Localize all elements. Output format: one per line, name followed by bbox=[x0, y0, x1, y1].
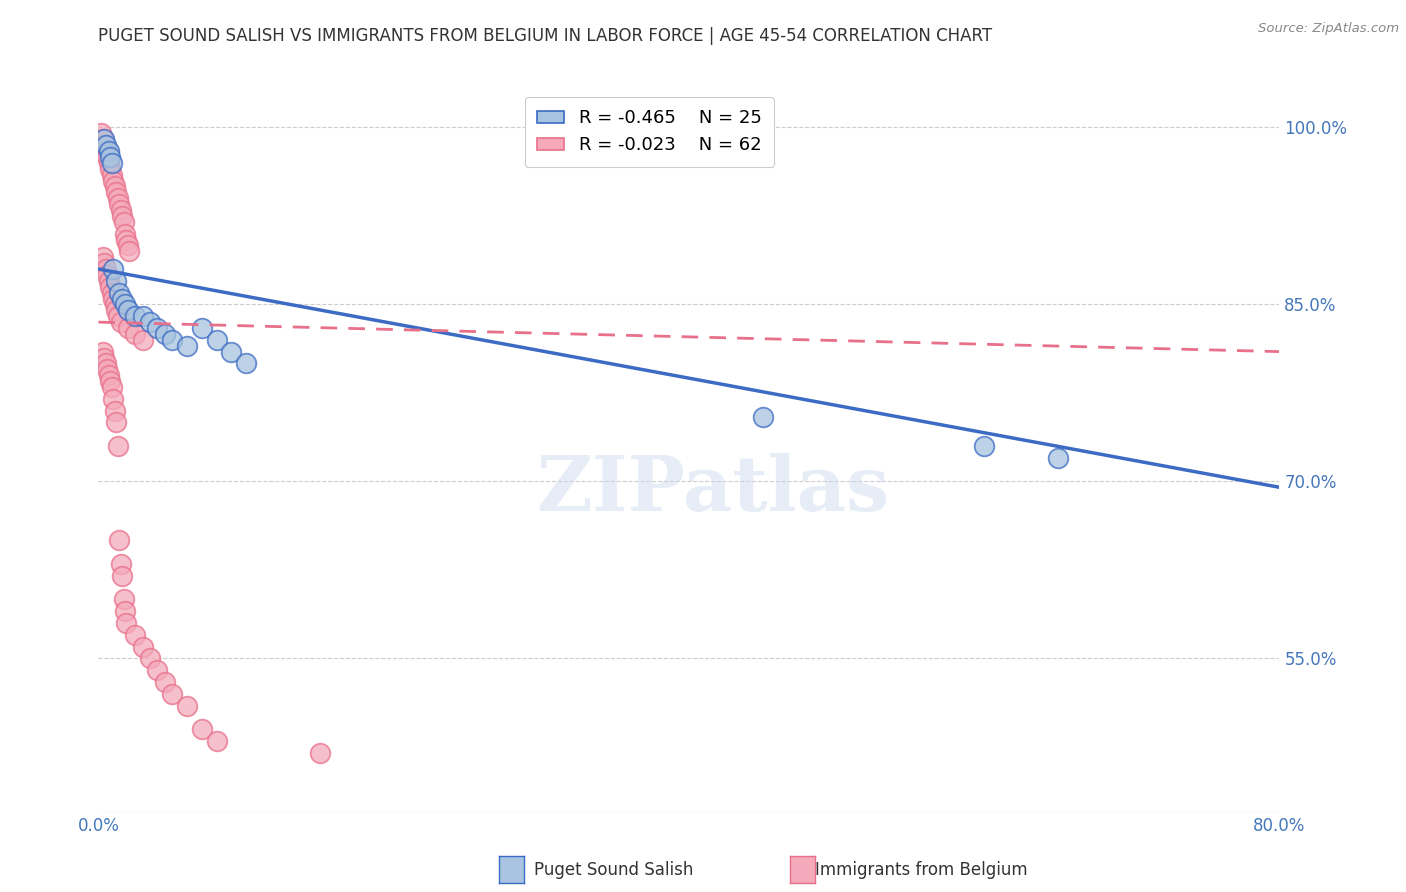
Point bbox=[191, 722, 214, 736]
Point bbox=[97, 368, 120, 383]
Point bbox=[105, 303, 128, 318]
Point bbox=[97, 156, 120, 170]
Point bbox=[110, 202, 132, 217]
Point bbox=[94, 356, 117, 370]
Point bbox=[115, 233, 138, 247]
Point bbox=[111, 568, 134, 582]
Point bbox=[108, 285, 131, 300]
Point bbox=[139, 315, 162, 329]
Point bbox=[751, 409, 773, 424]
Legend: R = -0.465    N = 25, R = -0.023    N = 62: R = -0.465 N = 25, R = -0.023 N = 62 bbox=[524, 96, 775, 167]
Text: Puget Sound Salish: Puget Sound Salish bbox=[534, 861, 693, 879]
Point bbox=[103, 173, 125, 187]
Point bbox=[94, 262, 117, 277]
Point bbox=[91, 344, 114, 359]
Point bbox=[162, 333, 183, 347]
Point bbox=[100, 168, 122, 182]
Point bbox=[91, 250, 114, 264]
Point bbox=[205, 333, 228, 347]
Point bbox=[117, 321, 139, 335]
Text: Immigrants from Belgium: Immigrants from Belgium bbox=[815, 861, 1028, 879]
Point bbox=[98, 161, 121, 176]
Point bbox=[100, 380, 122, 394]
Point bbox=[98, 279, 121, 293]
Point bbox=[118, 244, 141, 259]
Point bbox=[117, 238, 139, 252]
Point bbox=[114, 297, 136, 311]
Point bbox=[205, 734, 228, 748]
Point bbox=[93, 256, 115, 270]
Point bbox=[219, 344, 242, 359]
Text: Source: ZipAtlas.com: Source: ZipAtlas.com bbox=[1258, 22, 1399, 36]
Point bbox=[98, 150, 121, 164]
Point bbox=[108, 197, 131, 211]
Point bbox=[112, 215, 135, 229]
Point bbox=[93, 132, 115, 146]
Point bbox=[235, 356, 257, 370]
Point bbox=[96, 150, 118, 164]
Point bbox=[117, 303, 139, 318]
Point bbox=[114, 604, 136, 618]
Point bbox=[176, 698, 198, 713]
Point bbox=[103, 292, 125, 306]
Point bbox=[132, 333, 155, 347]
Point bbox=[191, 321, 214, 335]
Point bbox=[103, 392, 125, 406]
Point bbox=[139, 651, 162, 665]
Point bbox=[111, 209, 134, 223]
Point bbox=[104, 403, 127, 417]
Point bbox=[105, 274, 128, 288]
Point bbox=[114, 227, 136, 241]
Point bbox=[153, 675, 176, 690]
Point bbox=[110, 315, 132, 329]
Point bbox=[107, 439, 129, 453]
Point bbox=[146, 321, 169, 335]
Point bbox=[973, 439, 995, 453]
Point bbox=[93, 138, 115, 153]
Point bbox=[309, 746, 332, 760]
Point bbox=[105, 186, 128, 200]
Point bbox=[105, 416, 128, 430]
Point bbox=[110, 557, 132, 571]
Point bbox=[107, 310, 129, 324]
Text: ZIPatlas: ZIPatlas bbox=[536, 453, 889, 527]
Point bbox=[124, 628, 146, 642]
Point bbox=[93, 351, 115, 365]
Point bbox=[94, 144, 117, 158]
Point bbox=[132, 640, 155, 654]
Point bbox=[91, 132, 114, 146]
Point bbox=[108, 533, 131, 548]
Point bbox=[104, 297, 127, 311]
Point bbox=[132, 310, 155, 324]
Point bbox=[96, 362, 118, 376]
Point bbox=[103, 262, 125, 277]
Point bbox=[176, 339, 198, 353]
Point bbox=[124, 326, 146, 341]
Point bbox=[115, 615, 138, 630]
Point bbox=[153, 326, 176, 341]
Point bbox=[112, 592, 135, 607]
Point bbox=[111, 292, 134, 306]
Point bbox=[97, 144, 120, 158]
Point bbox=[98, 374, 121, 388]
Point bbox=[146, 663, 169, 677]
Point bbox=[97, 274, 120, 288]
Point bbox=[100, 285, 122, 300]
Point bbox=[100, 156, 122, 170]
Point bbox=[96, 268, 118, 282]
Point bbox=[94, 138, 117, 153]
Point bbox=[104, 179, 127, 194]
Point bbox=[1046, 450, 1069, 465]
Point bbox=[90, 127, 112, 141]
Text: PUGET SOUND SALISH VS IMMIGRANTS FROM BELGIUM IN LABOR FORCE | AGE 45-54 CORRELA: PUGET SOUND SALISH VS IMMIGRANTS FROM BE… bbox=[98, 27, 993, 45]
Point bbox=[107, 191, 129, 205]
Point bbox=[162, 687, 183, 701]
Point bbox=[124, 310, 146, 324]
